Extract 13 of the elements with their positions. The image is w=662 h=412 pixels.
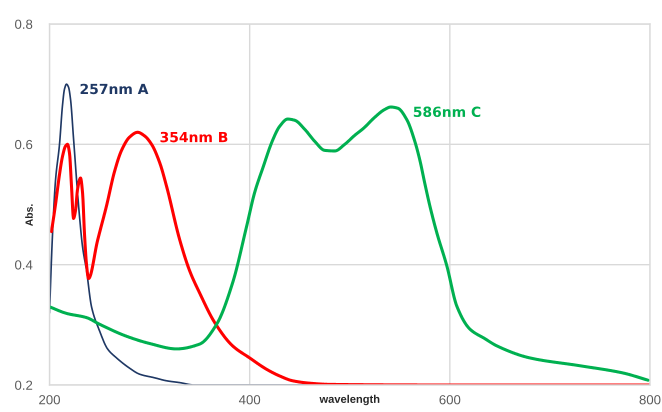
x-tick-label: 200	[39, 395, 60, 404]
y-tick-label: 0.2	[15, 380, 32, 390]
y-tick-label: 0.8	[15, 20, 32, 29]
series-label: 586nm C	[414, 106, 480, 118]
series-label: 257nm A	[80, 84, 148, 94]
y-tick-label: 0.6	[15, 140, 32, 150]
x-axis-title: wavelength	[319, 394, 380, 406]
x-tick-label: 400	[238, 395, 260, 404]
y-axis-title: Abs.	[25, 204, 33, 226]
y-tick-label: 0.4	[15, 260, 32, 270]
x-tick-label: 800	[640, 395, 660, 404]
x-tick-label: 600	[439, 395, 460, 404]
series-label: 354nm B	[160, 132, 228, 142]
